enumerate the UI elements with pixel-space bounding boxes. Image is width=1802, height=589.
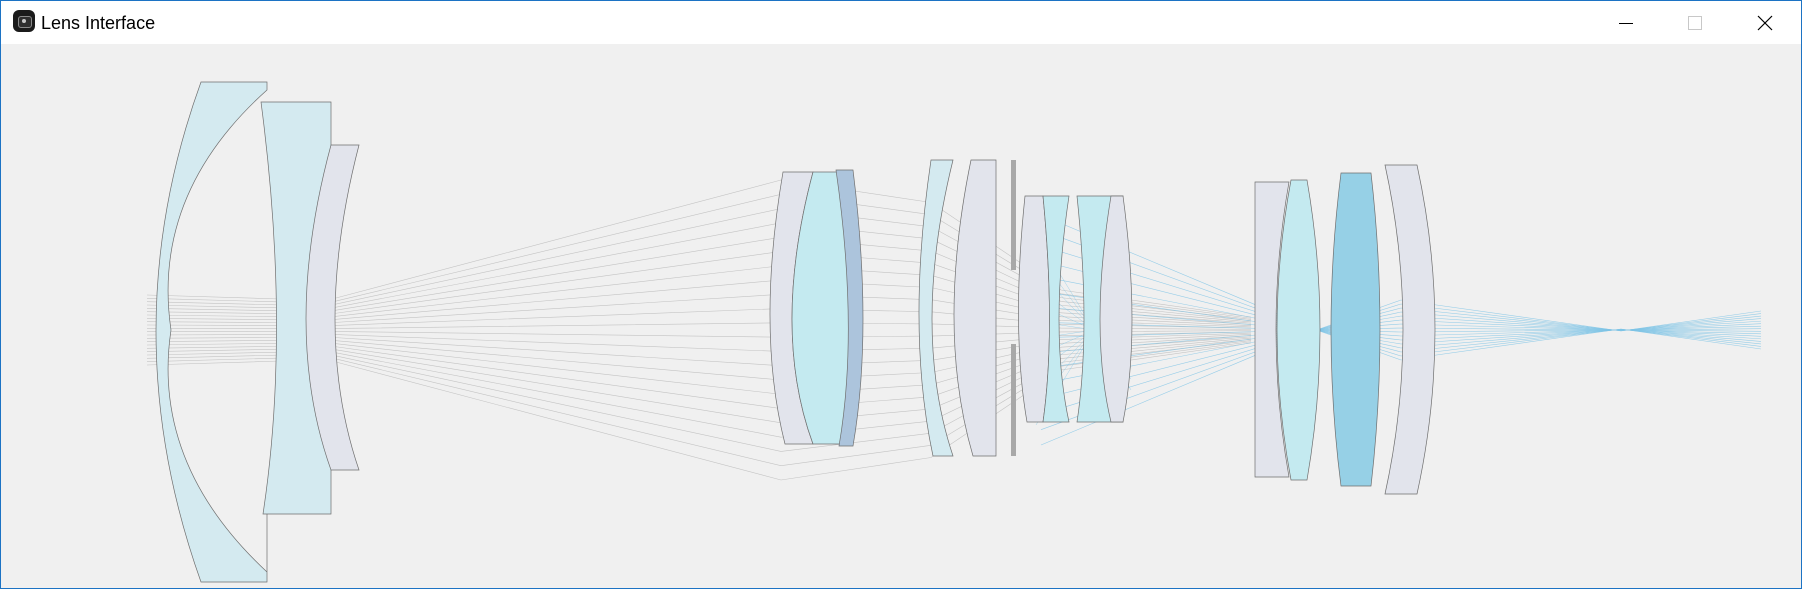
minimize-button[interactable] [1592, 1, 1660, 44]
rear-plano-lens [1254, 181, 1290, 478]
middle-thin-lens [918, 159, 954, 457]
rear-biconvex-lens [1276, 179, 1321, 481]
maximize-button[interactable] [1661, 1, 1729, 44]
front-plano-lens [260, 101, 332, 515]
rear-gray-lens-1 [1018, 195, 1050, 423]
middle-flat-lens [953, 159, 997, 457]
lens-elements [155, 81, 1436, 583]
title-bar[interactable]: Lens Interface [1, 1, 1801, 44]
close-button[interactable] [1731, 1, 1799, 44]
rear-deep-blue-lens [1330, 172, 1381, 487]
middle-blue-lens [835, 169, 864, 447]
aperture-stop-lower [1011, 344, 1016, 456]
rear-meniscus-lens [1384, 164, 1436, 495]
rear-cyan-lens-1 [1042, 195, 1070, 423]
camera-lens-app-icon [13, 10, 35, 32]
rear-gray-lens-2 [1099, 195, 1133, 423]
front-small-meniscus-lens [305, 144, 360, 471]
window-title: Lens Interface [41, 13, 156, 33]
lens-diagram-canvas [1, 44, 1801, 588]
lens-dot [22, 19, 26, 23]
close-icon [1757, 15, 1773, 30]
lens-diagram [146, 81, 1762, 583]
front-meniscus-lens [155, 81, 268, 583]
minimize-icon [1619, 22, 1633, 24]
maximize-icon [1688, 15, 1702, 30]
aperture-stop-upper [1011, 160, 1016, 270]
